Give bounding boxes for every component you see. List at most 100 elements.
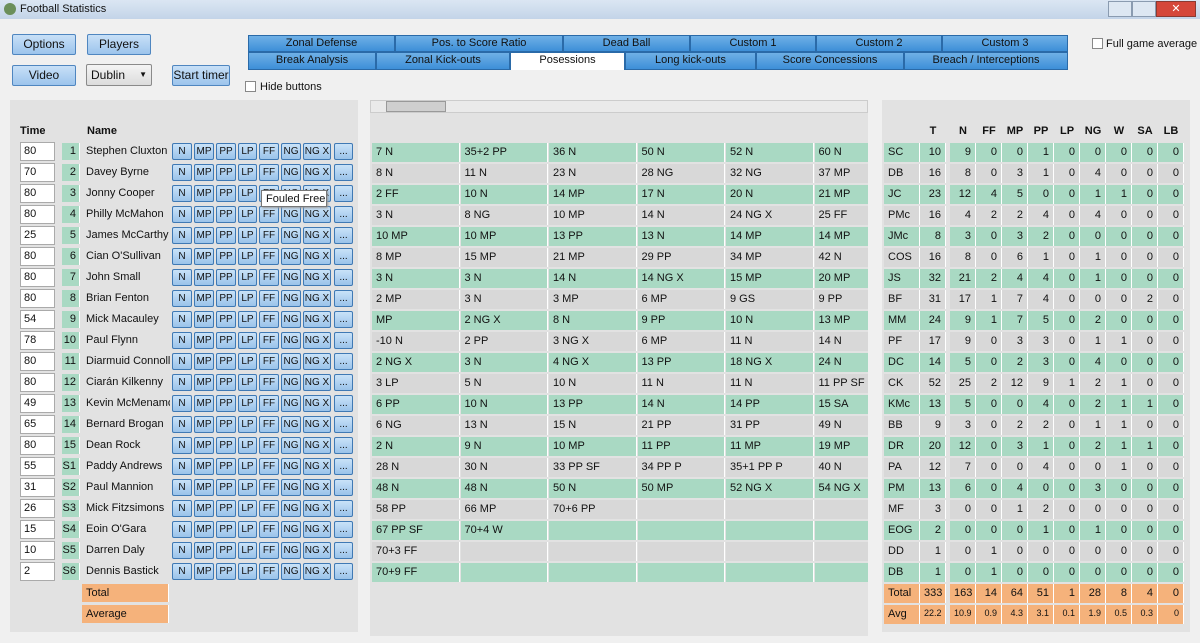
stat-button[interactable]: MP <box>194 542 214 559</box>
stat-button[interactable]: NG X <box>303 269 331 286</box>
stat-button[interactable]: N <box>172 500 192 517</box>
stat-button[interactable]: NG X <box>303 143 331 160</box>
grid-cell[interactable]: 52 NG X <box>726 479 814 498</box>
grid-cell[interactable]: 3 N <box>460 269 548 288</box>
stat-button[interactable]: ... <box>334 353 353 370</box>
stat-button[interactable]: LP <box>238 479 257 496</box>
grid-cell[interactable]: 11 PP SF <box>814 374 868 393</box>
stat-button[interactable]: ... <box>334 437 353 454</box>
grid-cell[interactable]: 2 N <box>372 437 460 456</box>
grid-cell[interactable]: 10 MP <box>549 206 637 225</box>
grid-cell[interactable]: 13 PP <box>549 395 637 414</box>
stat-button[interactable]: PP <box>216 437 236 454</box>
stat-button[interactable]: NG X <box>303 479 331 496</box>
grid-cell[interactable]: 14 PP <box>726 395 814 414</box>
stat-button[interactable]: NG X <box>303 290 331 307</box>
stat-button[interactable]: ... <box>334 164 353 181</box>
stat-button[interactable]: MP <box>194 206 214 223</box>
grid-cell[interactable]: 11 N <box>460 164 548 183</box>
stat-button[interactable]: NG X <box>303 164 331 181</box>
tab[interactable]: Breach / Interceptions <box>904 52 1068 70</box>
tab[interactable]: Zonal Defense <box>248 35 395 52</box>
stat-button[interactable]: N <box>172 227 192 244</box>
grid-cell[interactable]: 14 MP <box>549 185 637 204</box>
grid-cell[interactable]: 14 MP <box>814 227 868 246</box>
stat-button[interactable]: MP <box>194 185 214 202</box>
time-input[interactable]: 2 <box>20 562 55 581</box>
stat-button[interactable]: FF <box>259 416 279 433</box>
stat-button[interactable]: NG <box>281 416 301 433</box>
stat-button[interactable]: MP <box>194 164 214 181</box>
grid-cell[interactable]: 8 N <box>549 311 637 330</box>
stat-button[interactable]: N <box>172 290 192 307</box>
stat-button[interactable]: N <box>172 185 192 202</box>
grid-cell[interactable]: 34 MP <box>726 248 814 267</box>
grid-cell[interactable]: 13 MP <box>814 311 868 330</box>
close[interactable]: ✕ <box>1156 1 1196 17</box>
stat-button[interactable]: MP <box>194 437 214 454</box>
stat-button[interactable]: FF <box>259 269 279 286</box>
stat-button[interactable]: FF <box>259 248 279 265</box>
players-button[interactable]: Players <box>87 34 151 55</box>
grid-cell[interactable]: 9 GS <box>726 290 814 309</box>
stat-button[interactable]: ... <box>334 458 353 475</box>
stat-button[interactable]: PP <box>216 479 236 496</box>
stat-button[interactable]: N <box>172 437 192 454</box>
grid-cell[interactable]: 5 N <box>460 374 548 393</box>
stat-button[interactable]: PP <box>216 521 236 538</box>
grid-cell[interactable]: 6 NG <box>372 416 460 435</box>
stat-button[interactable]: ... <box>334 185 353 202</box>
start-timer-button[interactable]: Start timer <box>172 65 230 86</box>
grid-cell[interactable]: 14 NG X <box>637 269 725 288</box>
tab[interactable]: Break Analysis <box>248 52 376 70</box>
time-input[interactable]: 80 <box>20 247 55 266</box>
stat-button[interactable]: NG <box>281 269 301 286</box>
tab[interactable]: Custom 1 <box>690 35 816 52</box>
stat-button[interactable]: FF <box>259 164 279 181</box>
grid-cell[interactable]: 8 MP <box>372 248 460 267</box>
grid-cell[interactable]: 17 N <box>637 185 725 204</box>
grid-cell[interactable]: 11 N <box>637 374 725 393</box>
grid-cell[interactable]: 3 N <box>372 269 460 288</box>
maximize[interactable] <box>1132 1 1156 17</box>
time-input[interactable]: 25 <box>20 226 55 245</box>
minimize[interactable] <box>1108 1 1132 17</box>
grid-cell[interactable]: 70+3 FF <box>372 542 460 561</box>
grid-cell[interactable]: 70+6 PP <box>549 500 637 519</box>
stat-button[interactable]: MP <box>194 395 214 412</box>
stat-button[interactable]: NG <box>281 164 301 181</box>
stat-button[interactable]: MP <box>194 332 214 349</box>
grid-cell[interactable]: MP <box>372 311 460 330</box>
time-input[interactable]: 78 <box>20 331 55 350</box>
stat-button[interactable]: NG <box>281 521 301 538</box>
grid-cell[interactable]: 52 N <box>726 143 814 162</box>
stat-button[interactable]: LP <box>238 185 257 202</box>
stat-button[interactable]: NG <box>281 437 301 454</box>
stat-button[interactable]: N <box>172 416 192 433</box>
grid-cell[interactable]: 20 MP <box>814 269 868 288</box>
grid-cell[interactable]: 3 N <box>372 206 460 225</box>
grid-cell[interactable]: 3 N <box>460 353 548 372</box>
stat-button[interactable]: N <box>172 395 192 412</box>
stat-button[interactable]: FF <box>259 227 279 244</box>
stat-button[interactable]: N <box>172 521 192 538</box>
stat-button[interactable]: PP <box>216 500 236 517</box>
stat-button[interactable]: MP <box>194 248 214 265</box>
stat-button[interactable]: FF <box>259 500 279 517</box>
time-input[interactable]: 80 <box>20 205 55 224</box>
team-dropdown[interactable]: Dublin ▼ <box>86 64 152 86</box>
stat-button[interactable]: FF <box>259 311 279 328</box>
grid-cell[interactable]: 10 N <box>460 395 548 414</box>
stat-button[interactable]: ... <box>334 374 353 391</box>
stat-button[interactable]: PP <box>216 458 236 475</box>
grid-cell[interactable]: 33 PP SF <box>549 458 637 477</box>
stat-button[interactable]: FF <box>259 458 279 475</box>
stat-button[interactable]: PP <box>216 311 236 328</box>
stat-button[interactable]: NG X <box>303 521 331 538</box>
grid-cell[interactable]: 6 MP <box>637 290 725 309</box>
grid-cell[interactable]: 14 MP <box>726 227 814 246</box>
stat-button[interactable]: N <box>172 248 192 265</box>
stat-button[interactable]: NG X <box>303 248 331 265</box>
grid-cell[interactable]: 19 MP <box>814 437 868 456</box>
time-input[interactable]: 80 <box>20 142 55 161</box>
